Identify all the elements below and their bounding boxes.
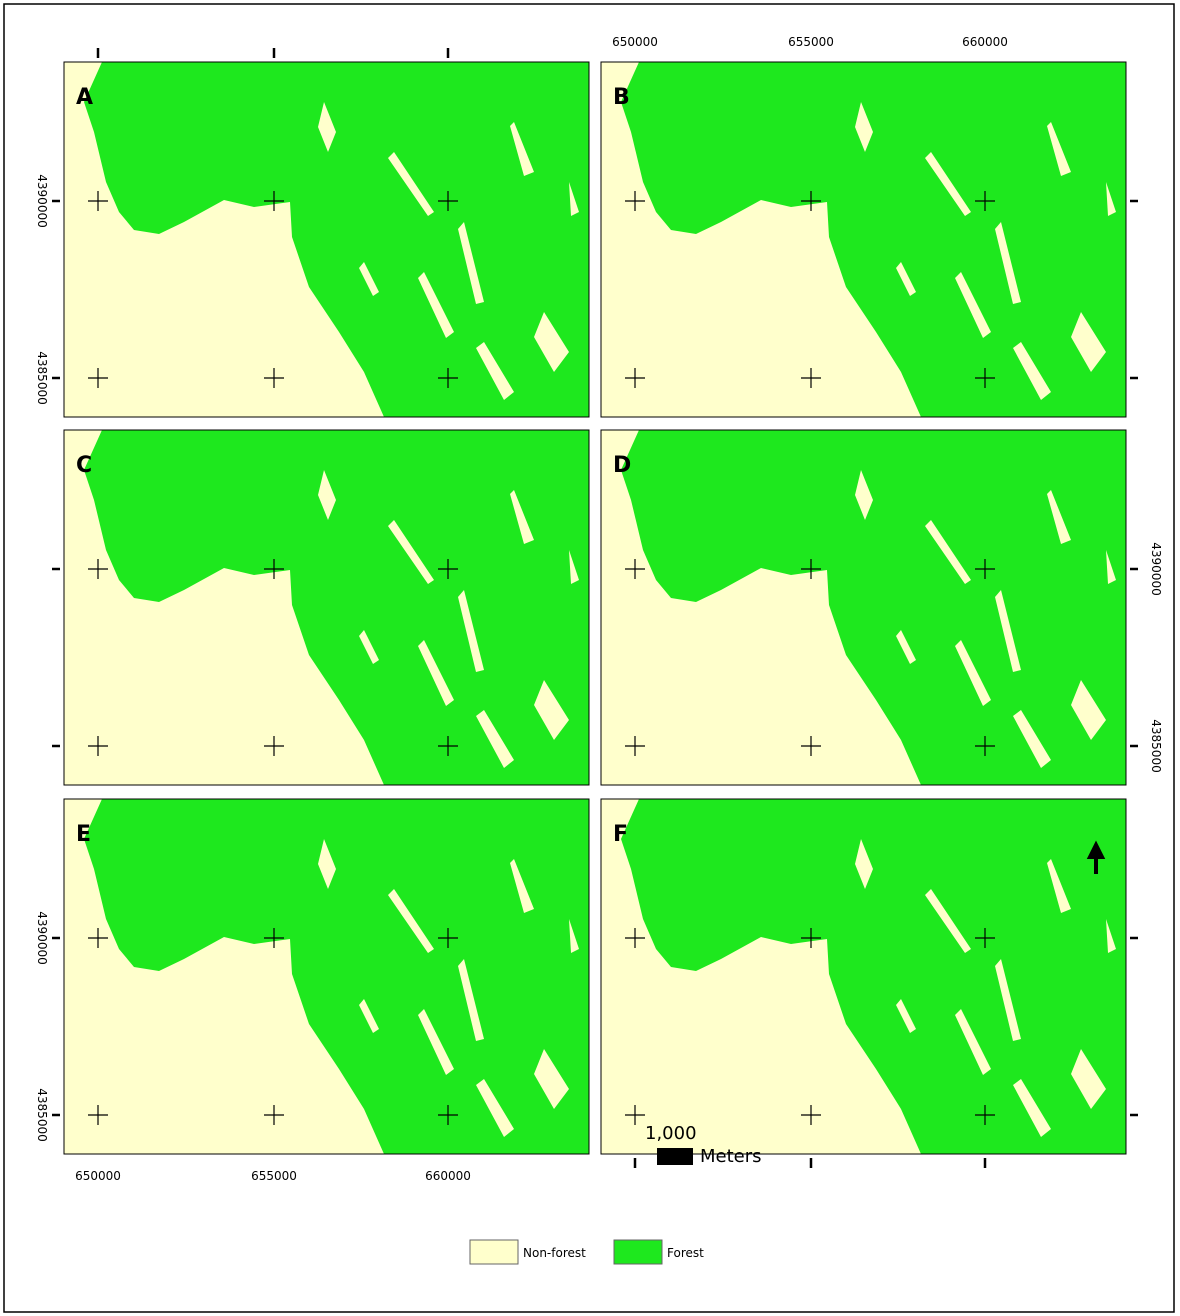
grid-cross: [801, 736, 821, 756]
panel-label: A: [76, 85, 93, 110]
panel-border: [63, 429, 590, 786]
x-tick-label: 650000: [612, 35, 658, 49]
grid-cross: [625, 736, 645, 756]
panels: A 4390000 4385000 B 650000 655000 660000 C D 4390…: [35, 35, 1163, 1183]
scale-unit: Meters: [700, 1146, 762, 1167]
legend-swatch: [613, 1239, 663, 1265]
grid-cross: [438, 928, 458, 948]
map-panel: C: [52, 429, 590, 786]
grid-cross: [801, 191, 821, 211]
grid-cross: [438, 1105, 458, 1125]
y-tick-label: 4385000: [35, 1088, 49, 1141]
map-panel: D 4390000 4385000: [600, 429, 1163, 786]
grid-cross: [975, 191, 995, 211]
grid-cross: [625, 928, 645, 948]
grid-cross: [88, 1105, 108, 1125]
y-tick-label: 4385000: [1149, 719, 1163, 772]
grid-cross: [975, 1105, 995, 1125]
grid-cross: [264, 1105, 284, 1125]
panel-label: E: [76, 822, 91, 847]
grid-cross: [801, 559, 821, 579]
grid-cross: [975, 928, 995, 948]
y-tick-label: 4390000: [1149, 542, 1163, 595]
grid-cross: [438, 559, 458, 579]
grid-cross: [264, 928, 284, 948]
grid-cross: [625, 368, 645, 388]
legend-label: Forest: [667, 1246, 704, 1260]
panel-label: B: [613, 85, 630, 110]
grid-cross: [438, 736, 458, 756]
north-arrow: [1086, 840, 1106, 874]
legend-swatch: [469, 1239, 519, 1265]
panel-border: [63, 61, 590, 418]
y-tick-label: 4390000: [35, 174, 49, 227]
grid-cross: [264, 368, 284, 388]
panel-label: D: [613, 453, 631, 478]
panel-border: [600, 429, 1127, 786]
x-tick-label: 655000: [251, 1169, 297, 1183]
grid-cross: [975, 736, 995, 756]
grid-cross: [264, 191, 284, 211]
map-panel: E 4390000 4385000 650000 655000 660000: [35, 798, 590, 1183]
scale-value: 1,000: [645, 1123, 697, 1144]
x-tick-label: 655000: [788, 35, 834, 49]
legend-label: Non-forest: [523, 1246, 586, 1260]
grid-cross: [438, 368, 458, 388]
grid-cross: [88, 559, 108, 579]
grid-cross: [801, 1105, 821, 1125]
grid-cross: [438, 191, 458, 211]
frame: [3, 3, 1175, 1313]
grid-cross: [801, 368, 821, 388]
grid-cross: [88, 928, 108, 948]
x-tick-label: 660000: [962, 35, 1008, 49]
panel-label: F: [613, 822, 628, 847]
y-tick-label: 4385000: [35, 351, 49, 404]
panel-label: C: [76, 453, 92, 478]
grid-cross: [88, 736, 108, 756]
grid-cross: [625, 191, 645, 211]
grid-cross: [975, 368, 995, 388]
x-tick-label: 660000: [425, 1169, 471, 1183]
panel-border: [63, 798, 590, 1155]
grid-cross: [975, 559, 995, 579]
grid-cross: [625, 559, 645, 579]
grid-cross: [625, 1105, 645, 1125]
grid-cross: [88, 368, 108, 388]
grid-cross: [264, 736, 284, 756]
x-tick-label: 650000: [75, 1169, 121, 1183]
scale-bar: [657, 1148, 693, 1165]
y-tick-label: 4390000: [35, 911, 49, 964]
grid-cross: [264, 559, 284, 579]
grid-cross: [801, 928, 821, 948]
panel-border: [600, 798, 1127, 1155]
map-panel: B 650000 655000 660000: [600, 35, 1138, 418]
map-panel: A 4390000 4385000: [35, 48, 590, 418]
panel-border: [600, 61, 1127, 418]
grid-cross: [88, 191, 108, 211]
